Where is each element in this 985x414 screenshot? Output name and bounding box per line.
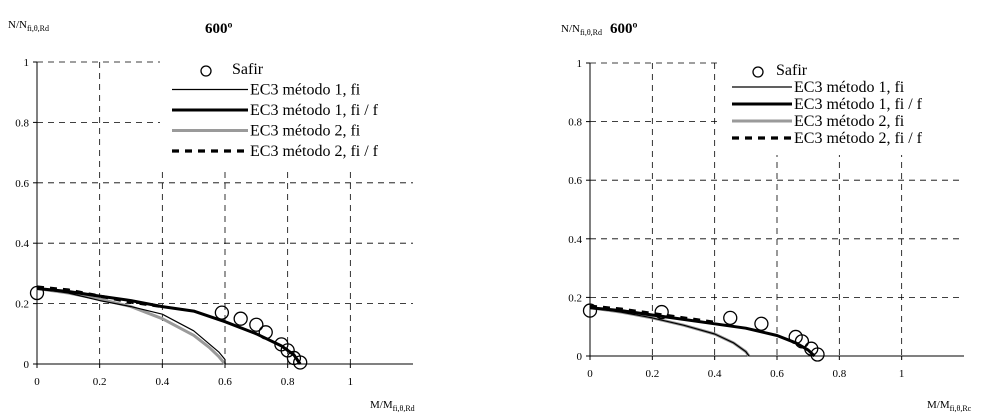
data-point-safir — [233, 311, 248, 326]
y-tick-label: 0.4 — [568, 234, 582, 246]
x-tick-label: 0.8 — [281, 376, 295, 388]
data-point-safir — [293, 355, 308, 370]
y-axis-label: N/Nfi,θ,Rd — [561, 23, 602, 37]
legend-label: EC3 método 1, fi / f — [250, 102, 379, 119]
legend-label: EC3 método 2, fi / f — [250, 143, 379, 160]
x-tick-label: 0.4 — [155, 376, 169, 388]
chart-svg: 0 0.2 0.4 0.6 0.8 1 0 0.2 0.4 0.6 0.8 1 600º N/Nfi,θ,… — [8, 19, 480, 413]
series-line-ec3-m-todo-1-fi-f — [36, 287, 302, 365]
y-tick-label: 1 — [24, 57, 30, 69]
series-line-ec3-m-todo-2-fi-f — [36, 285, 163, 309]
y-tick-label: 0 — [577, 351, 583, 363]
legend-label: EC3 método 1, fi — [794, 79, 905, 96]
chart-title: 600º — [610, 21, 638, 37]
data-point-safir — [258, 325, 273, 340]
y-tick-label: 0 — [24, 359, 30, 371]
x-tick-label: 0.2 — [93, 376, 107, 388]
x-tick-label: 0 — [587, 368, 593, 380]
legend-label: EC3 método 1, fi / f — [794, 96, 923, 113]
x-tick-label: 1 — [899, 368, 905, 380]
legend-label: Safir — [232, 61, 264, 78]
y-tick-label: 0.6 — [15, 178, 29, 190]
x-tick-label: 0 — [34, 376, 40, 388]
legend-label: EC3 método 1, fi — [250, 82, 361, 99]
y-tick-label: 0.2 — [568, 292, 582, 304]
data-point-safir — [249, 317, 264, 332]
y-axis-label: N/Nfi,θ,Rd — [8, 19, 49, 33]
x-axis-label: M/Mfi,θ,Rd — [370, 399, 415, 413]
chart-panel-left: 0 0.2 0.4 0.6 0.8 1 0 0.2 0.4 0.6 0.8 1 600º N/Nfi,θ,… — [0, 0, 492, 414]
y-tick-label: 0.6 — [568, 175, 582, 187]
legend-background — [160, 59, 480, 172]
legend-label: Safir — [776, 62, 808, 79]
chart-title: 600º — [205, 21, 233, 37]
y-tick-label: 1 — [577, 58, 583, 70]
y-tick-label: 0.8 — [568, 117, 582, 129]
data-point-safir — [214, 305, 230, 320]
data-point-safir — [29, 285, 45, 301]
x-tick-label: 0.4 — [708, 368, 722, 380]
x-tick-label: 0.2 — [645, 368, 659, 380]
series-line-ec3-m-todo-1-fi — [36, 287, 226, 364]
y-tick-label: 0.8 — [15, 117, 29, 129]
chart-svg: 0 0.2 0.4 0.6 0.8 1 0 0.2 0.4 0.6 0.8 1 600º N/Nfi,θ,… — [561, 21, 984, 413]
x-tick-label: 0.6 — [770, 368, 784, 380]
y-tick-label: 0.2 — [15, 299, 29, 311]
legend-swatch-safir — [752, 66, 764, 78]
data-point-safir — [723, 310, 738, 326]
chart-panel-right: 0 0.2 0.4 0.6 0.8 1 0 0.2 0.4 0.6 0.8 1 600º N/Nfi,θ,… — [492, 0, 984, 414]
x-axis-label: M/Mfi,θ,Rc — [927, 399, 972, 413]
legend-label: EC3 método 2, fi — [794, 113, 905, 130]
legend-swatch-safir — [200, 65, 212, 77]
legend-label: EC3 método 2, fi / f — [794, 130, 923, 147]
series-line-ec3-m-todo-2-fi-f — [589, 304, 715, 324]
x-tick-label: 0.6 — [218, 376, 232, 388]
data-point-safir — [810, 347, 825, 362]
data-point-safir — [794, 334, 810, 349]
legend-label: EC3 método 2, fi — [250, 123, 361, 140]
data-point-safir — [654, 304, 669, 320]
data-point-safir — [754, 316, 769, 331]
y-tick-label: 0.4 — [15, 238, 29, 250]
x-tick-label: 1 — [348, 376, 354, 388]
x-tick-label: 0.8 — [832, 368, 846, 380]
data-point-safir — [582, 303, 598, 318]
series-line-ec3-m-todo-1-fi — [589, 307, 750, 357]
series-line-ec3-m-todo-1-fi-f — [589, 306, 816, 358]
